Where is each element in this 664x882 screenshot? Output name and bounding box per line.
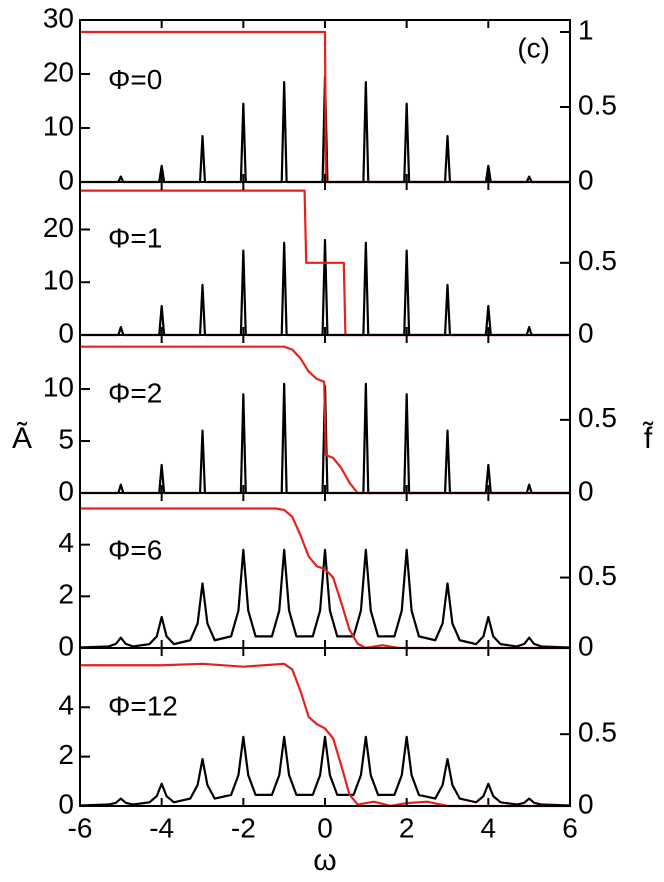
x-tick-label: -2 xyxy=(231,812,256,843)
occupation-line xyxy=(80,345,570,495)
y2-tick-label: 0 xyxy=(578,164,594,195)
x-tick-label: 0 xyxy=(317,812,333,843)
occupation-line xyxy=(80,30,570,184)
y-tick-label: 20 xyxy=(43,56,74,87)
y-tick-label: 20 xyxy=(43,212,74,243)
y2-tick-label: 0 xyxy=(578,317,594,348)
y-tick-label: 10 xyxy=(43,110,74,141)
y-tick-label: 2 xyxy=(58,579,74,610)
y-tick-label: 10 xyxy=(43,371,74,402)
y-tick-label: 5 xyxy=(58,423,74,454)
panel-label: (c) xyxy=(517,32,550,63)
x-tick-label: 6 xyxy=(562,812,578,843)
y-axis-label: Ã xyxy=(12,421,32,455)
spectral-line xyxy=(79,548,571,649)
x-tick-label: 2 xyxy=(399,812,415,843)
spectral-line xyxy=(80,238,570,337)
spectral-line xyxy=(79,735,571,807)
y-tick-label: 0 xyxy=(58,630,74,661)
y-tick-label: 0 xyxy=(58,317,74,348)
x-tick-label: 4 xyxy=(481,812,497,843)
y2-tick-label: 0.5 xyxy=(578,89,617,120)
x-axis-label: ω xyxy=(313,844,336,877)
y2-tick-label: 0.5 xyxy=(578,402,617,433)
y-tick-label: 2 xyxy=(58,739,74,770)
y-tick-label: 4 xyxy=(58,690,74,721)
x-tick-label: -6 xyxy=(68,812,93,843)
y2-tick-label: 0 xyxy=(578,630,594,661)
panel-frame xyxy=(79,647,571,807)
y-tick-label: 30 xyxy=(43,2,74,33)
y2-tick-label: 1 xyxy=(578,14,594,45)
x-tick-label: -4 xyxy=(149,812,174,843)
y-tick-label: 4 xyxy=(58,527,74,558)
panel-annotation: Φ=0 xyxy=(108,64,162,95)
y2-tick-label: 0 xyxy=(578,788,594,819)
occupation-line xyxy=(80,662,570,808)
y2-axis-label: f̃ xyxy=(642,422,654,455)
y2-tick-label: 0 xyxy=(578,475,594,506)
panel-annotation: Φ=6 xyxy=(108,534,162,565)
y-tick-label: 0 xyxy=(58,475,74,506)
y-tick-label: 0 xyxy=(58,788,74,819)
y2-tick-label: 0.5 xyxy=(578,245,617,276)
panel-annotation: Φ=2 xyxy=(108,377,162,408)
panel-annotation: Φ=12 xyxy=(108,690,178,721)
y2-tick-label: 0.5 xyxy=(578,717,617,748)
panel-annotation: Φ=1 xyxy=(108,223,162,254)
occupation-line xyxy=(80,507,570,650)
occupation-line xyxy=(80,189,570,337)
y2-tick-label: 0.5 xyxy=(578,560,617,591)
y-tick-label: 0 xyxy=(58,164,74,195)
y-tick-label: 10 xyxy=(43,265,74,296)
